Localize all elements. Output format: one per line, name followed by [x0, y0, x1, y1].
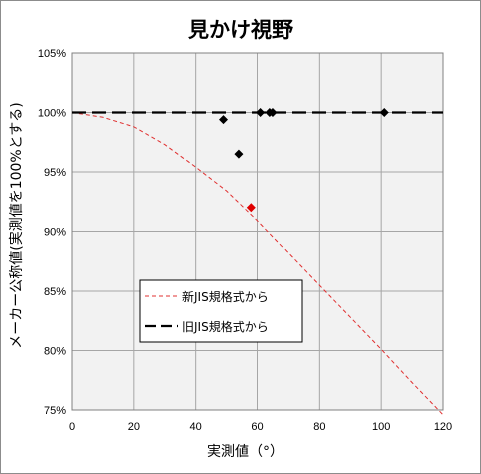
x-tick-label: 40	[190, 421, 202, 433]
data-point	[218, 115, 228, 125]
y-tick-label: 90%	[44, 227, 66, 239]
y-tick-label: 95%	[44, 167, 66, 179]
y-tick-label: 100%	[38, 108, 66, 120]
y-tick-label: 75%	[44, 405, 66, 417]
x-tick-label: 80	[313, 421, 325, 433]
legend-label: 旧JIS規格式から	[182, 319, 269, 334]
x-tick-label: 20	[128, 421, 140, 433]
data-point	[256, 108, 266, 117]
data-point	[246, 203, 256, 213]
data-point	[268, 108, 278, 117]
x-axis-label: 実測値（°）	[207, 444, 284, 460]
x-tick-label: 0	[69, 421, 75, 433]
legend-box	[139, 279, 303, 343]
data-point	[379, 108, 389, 117]
chart-title: 見かけ視野	[188, 18, 293, 42]
y-tick-label: 80%	[44, 346, 66, 358]
series-line	[71, 112, 444, 416]
plot-border	[71, 52, 444, 411]
plot-area: 0 20 40 60 80 100 120 75% 80% 85% 90% 95% 100% 105% 実測…	[9, 48, 452, 460]
x-tick-label: 100	[372, 421, 390, 433]
data-point	[234, 149, 244, 159]
y-axis-label: メーカー公称値(実測値を100%とする)	[9, 102, 25, 349]
legend-label: 新JIS規格式から	[182, 289, 269, 304]
x-tick-label: 120	[434, 421, 452, 433]
y-tick-label: 105%	[38, 48, 66, 60]
y-tick-label: 85%	[44, 286, 66, 298]
x-tick-label: 60	[251, 421, 263, 433]
